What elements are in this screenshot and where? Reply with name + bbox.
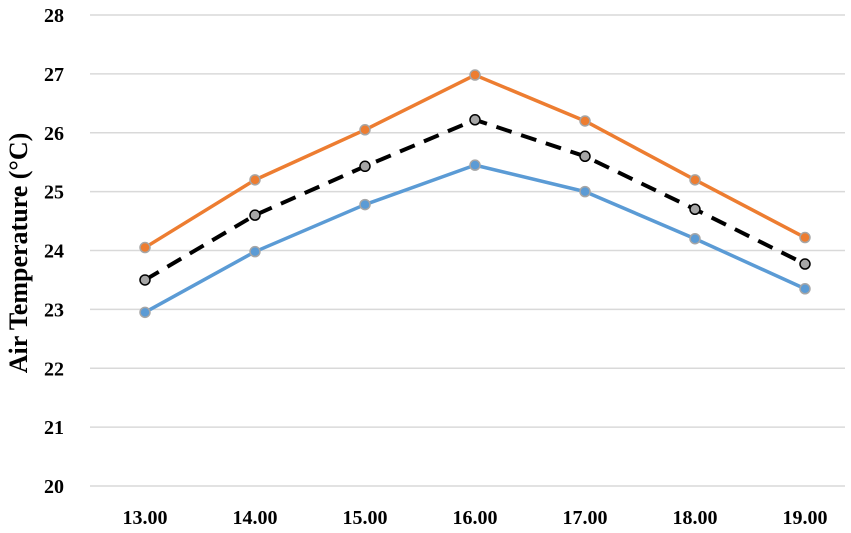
x-tick-label: 16.00 [453,507,498,529]
y-tick-label: 28 [44,5,64,27]
x-tick-label: 14.00 [233,507,278,529]
data-point-series-2 [469,159,481,171]
x-tick-label: 19.00 [783,507,828,529]
y-tick-labels: 20 21 22 23 24 25 26 27 28 [44,5,64,498]
y-tick-label: 27 [44,64,64,86]
grid-lines [90,14,845,487]
y-tick-label: 24 [44,241,64,263]
x-tick-label: 17.00 [563,507,608,529]
y-tick-label: 22 [44,358,64,380]
x-tick-label: 15.00 [343,507,388,529]
data-point-series-2 [249,245,261,258]
series-lines [143,73,806,314]
y-tick-label: 23 [44,299,64,321]
data-point-series-1 [359,160,371,173]
data-point-series-1 [249,209,261,221]
data-point-series-1 [689,203,701,216]
y-axis-title: Air Temperature (°C) [4,133,33,374]
data-point-series-2 [799,283,811,295]
x-tick-label: 13.00 [123,507,168,529]
data-point-series-2 [689,232,701,245]
data-point-series-1 [469,114,481,126]
data-point-series-0 [579,115,591,127]
data-point-series-1 [579,150,591,163]
data-point-series-2 [139,306,151,319]
data-point-series-1 [139,274,151,286]
data-point-series-0 [139,241,151,254]
y-tick-label: 20 [44,476,64,498]
data-point-series-1 [799,258,811,270]
x-tick-labels: 13.00 14.00 15.00 16.00 17.00 18.00 19.00 [123,507,828,529]
series-points [139,69,811,319]
data-point-series-2 [579,185,591,198]
data-point-series-0 [469,69,481,81]
data-point-series-2 [359,198,371,211]
data-point-series-0 [249,174,261,186]
y-tick-label: 25 [44,182,64,204]
data-point-series-0 [689,174,701,186]
data-point-series-0 [359,124,371,136]
y-tick-label: 26 [44,123,64,145]
y-tick-label: 21 [44,417,64,439]
data-point-series-0 [799,231,811,244]
x-tick-label: 18.00 [673,507,718,529]
